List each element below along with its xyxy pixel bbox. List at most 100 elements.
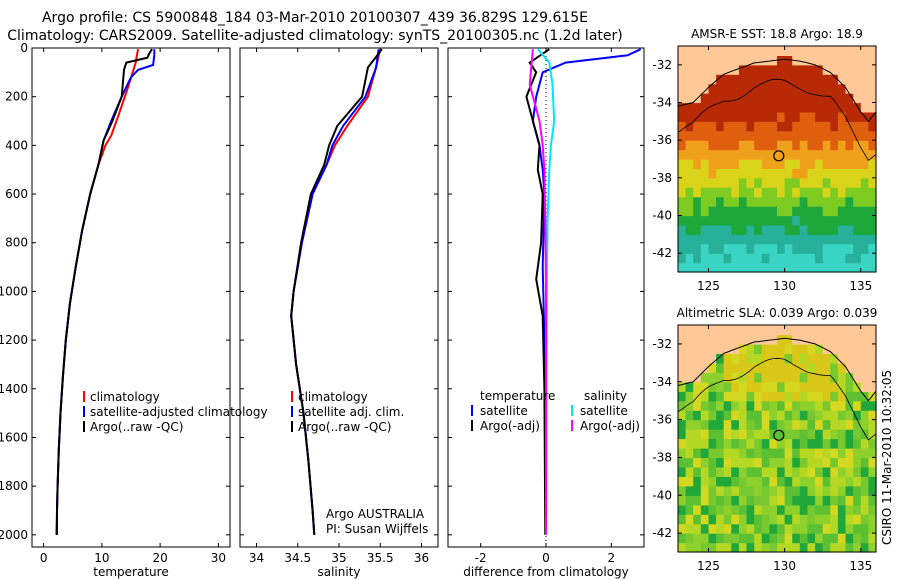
map-cell bbox=[853, 46, 862, 56]
map-cell bbox=[837, 102, 847, 113]
y-tick-label: -38 bbox=[652, 450, 672, 464]
map-cell bbox=[860, 83, 869, 94]
map-cell bbox=[708, 353, 717, 364]
map-cell bbox=[678, 485, 687, 496]
map-cell bbox=[716, 83, 725, 94]
annotation-text: PI: Susan Wijffels bbox=[326, 522, 428, 536]
map-cell bbox=[685, 224, 694, 235]
map-cell bbox=[716, 187, 725, 198]
map-cell bbox=[784, 372, 793, 383]
map-cell bbox=[678, 334, 687, 345]
x-tick-label: 35.5 bbox=[367, 551, 394, 565]
map-cell bbox=[784, 168, 793, 179]
map-cell bbox=[784, 196, 793, 207]
map-cell bbox=[708, 83, 717, 94]
map-cell bbox=[678, 224, 687, 235]
map-cell bbox=[822, 438, 831, 449]
map-cell bbox=[815, 523, 824, 534]
difference-series-3 bbox=[528, 49, 547, 535]
map-cell bbox=[784, 457, 793, 468]
y-tick-label: -34 bbox=[652, 96, 672, 110]
map-cell bbox=[723, 325, 732, 336]
map-cell bbox=[860, 206, 869, 217]
map-cell bbox=[807, 102, 816, 113]
map-cell bbox=[693, 234, 702, 245]
map-cell bbox=[769, 46, 778, 56]
map-cell bbox=[700, 159, 709, 169]
map-cell bbox=[799, 438, 808, 449]
map-cell bbox=[792, 485, 801, 496]
map-cell bbox=[678, 353, 687, 364]
map-cell bbox=[777, 224, 786, 235]
map-cell bbox=[761, 533, 770, 544]
map-cell bbox=[769, 224, 778, 235]
map-cell bbox=[845, 419, 854, 430]
map-cell bbox=[830, 177, 839, 188]
map-cell bbox=[845, 438, 854, 449]
map-cell bbox=[731, 476, 740, 487]
map-cell bbox=[822, 343, 831, 354]
map-cell bbox=[853, 343, 862, 354]
map-cell bbox=[777, 457, 786, 468]
map-cell bbox=[822, 149, 831, 160]
map-cell bbox=[723, 55, 732, 66]
map-cell bbox=[738, 55, 748, 66]
map-cell bbox=[799, 224, 808, 235]
map-cell bbox=[685, 429, 694, 440]
map-cell bbox=[738, 187, 748, 198]
map-cell bbox=[746, 159, 755, 169]
map-cell bbox=[685, 466, 694, 477]
map-cell bbox=[792, 253, 801, 264]
map-cell bbox=[678, 419, 687, 430]
map-cell bbox=[731, 149, 740, 160]
map-cell bbox=[837, 523, 847, 534]
map-cell bbox=[708, 476, 717, 487]
map-cell bbox=[754, 55, 763, 66]
map-cell bbox=[708, 243, 717, 254]
map-cell bbox=[693, 102, 702, 113]
map-cell bbox=[822, 93, 831, 104]
map-cell bbox=[769, 262, 778, 273]
map-cell bbox=[837, 514, 847, 525]
map-cell bbox=[685, 111, 694, 122]
map-cell bbox=[754, 362, 763, 373]
map-cell bbox=[853, 495, 862, 506]
map-cell bbox=[777, 215, 786, 226]
map-cell bbox=[853, 130, 862, 141]
map-cell bbox=[746, 93, 755, 104]
map-cell bbox=[784, 343, 793, 354]
map-cell bbox=[815, 187, 824, 198]
map-cell bbox=[723, 93, 732, 104]
map-cell bbox=[777, 466, 786, 477]
map-cell bbox=[777, 362, 786, 373]
map-cell bbox=[731, 102, 740, 113]
map-cell bbox=[815, 140, 824, 151]
map-cell bbox=[761, 111, 770, 122]
map-cell bbox=[822, 243, 831, 254]
map-cell bbox=[708, 206, 717, 217]
map-cell bbox=[799, 400, 808, 411]
map-cell bbox=[693, 215, 702, 226]
map-cell bbox=[784, 206, 793, 217]
map-cell bbox=[853, 400, 862, 411]
map-cell bbox=[830, 243, 839, 254]
y-tick-label: -40 bbox=[652, 488, 672, 502]
map-cell bbox=[708, 533, 717, 544]
map-cell bbox=[860, 102, 869, 113]
map-cell bbox=[868, 419, 877, 430]
map-cell bbox=[769, 168, 778, 179]
map-cell bbox=[678, 140, 687, 151]
map-cell bbox=[777, 429, 786, 440]
map-cell bbox=[784, 177, 793, 188]
map-cell bbox=[845, 476, 854, 487]
map-cell bbox=[799, 83, 808, 94]
y-tick-label: -36 bbox=[652, 133, 672, 147]
map-cell bbox=[716, 391, 725, 402]
map-cell bbox=[746, 206, 755, 217]
map-cell bbox=[761, 64, 770, 75]
map-cell bbox=[685, 372, 694, 383]
map-cell bbox=[868, 46, 877, 56]
map-cell bbox=[731, 410, 740, 421]
map-cell bbox=[868, 196, 877, 207]
map-cell bbox=[807, 243, 816, 254]
